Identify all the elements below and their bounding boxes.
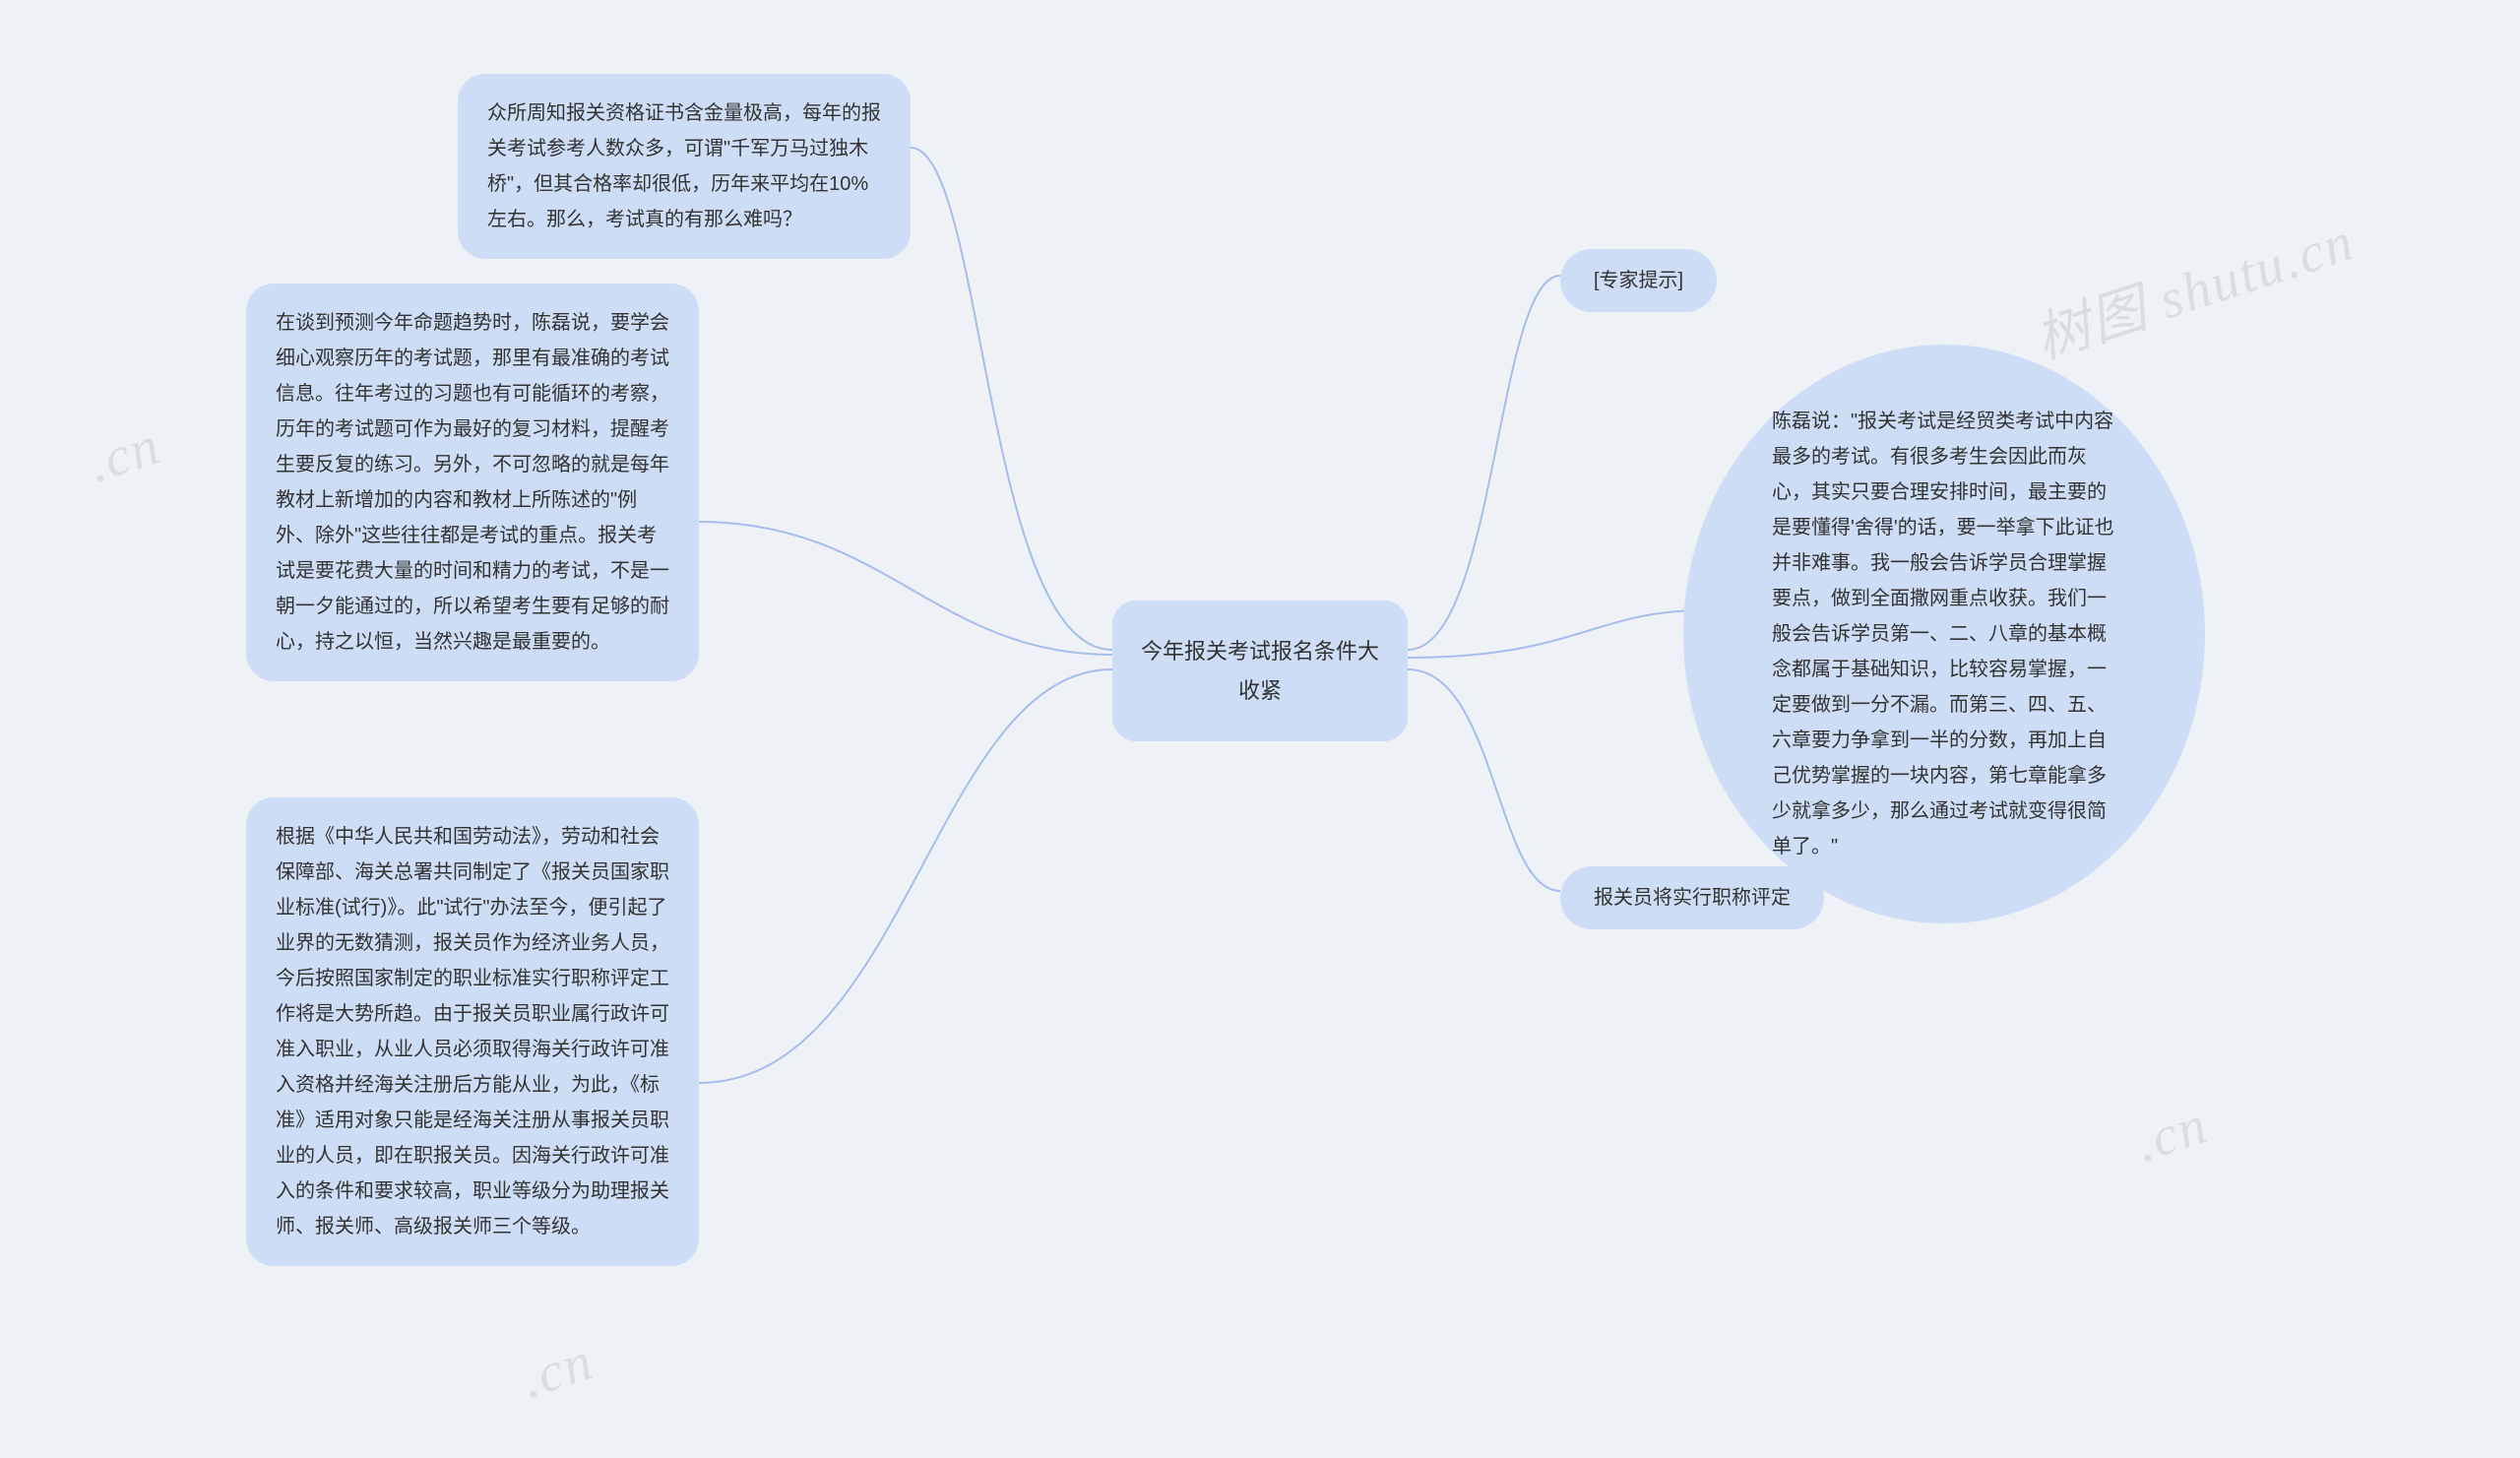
node-left2[interactable]: 在谈到预测今年命题趋势时，陈磊说，要学会细心观察历年的考试题，那里有最准确的考试… bbox=[246, 284, 699, 681]
node-left1[interactable]: 众所周知报关资格证书含金量极高，每年的报关考试参考人数众多，可谓"千军万马过独木… bbox=[458, 74, 911, 259]
node-right3-text: 报关员将实行职称评定 bbox=[1594, 887, 1791, 909]
edge-left1 bbox=[911, 148, 1112, 650]
center-node[interactable]: 今年报关考试报名条件大收紧 bbox=[1112, 601, 1408, 741]
node-left1-text: 众所周知报关资格证书含金量极高，每年的报关考试参考人数众多，可谓"千军万马过独木… bbox=[487, 102, 881, 230]
edge-left3 bbox=[699, 669, 1112, 1083]
node-right1-text: [专家提示] bbox=[1594, 270, 1683, 291]
node-left2-text: 在谈到预测今年命题趋势时，陈磊说，要学会细心观察历年的考试题，那里有最准确的考试… bbox=[276, 312, 669, 653]
edge-right2 bbox=[1408, 610, 1703, 658]
node-right2[interactable]: 陈磊说："报关考试是经贸类考试中内容最多的考试。有很多考生会因此而灰心，其实只要… bbox=[1683, 345, 2205, 923]
node-right2-text: 陈磊说："报关考试是经贸类考试中内容最多的考试。有很多考生会因此而灰心，其实只要… bbox=[1772, 411, 2114, 857]
node-left3[interactable]: 根据《中华人民共和国劳动法》，劳动和社会保障部、海关总署共同制定了《报关员国家职… bbox=[246, 797, 699, 1266]
edge-right3 bbox=[1408, 669, 1560, 891]
edge-left2 bbox=[699, 522, 1112, 655]
watermark: .cn bbox=[514, 1329, 601, 1411]
node-left3-text: 根据《中华人民共和国劳动法》，劳动和社会保障部、海关总署共同制定了《报关员国家职… bbox=[276, 826, 669, 1237]
center-text: 今年报关考试报名条件大收紧 bbox=[1141, 639, 1379, 703]
edge-right1 bbox=[1408, 276, 1560, 650]
watermark: .cn bbox=[81, 413, 168, 495]
watermark: .cn bbox=[2128, 1093, 2216, 1174]
node-right3[interactable]: 报关员将实行职称评定 bbox=[1560, 866, 1824, 929]
node-right1[interactable]: [专家提示] bbox=[1560, 249, 1717, 312]
watermark: 树图 shutu.cn bbox=[2024, 197, 2363, 375]
